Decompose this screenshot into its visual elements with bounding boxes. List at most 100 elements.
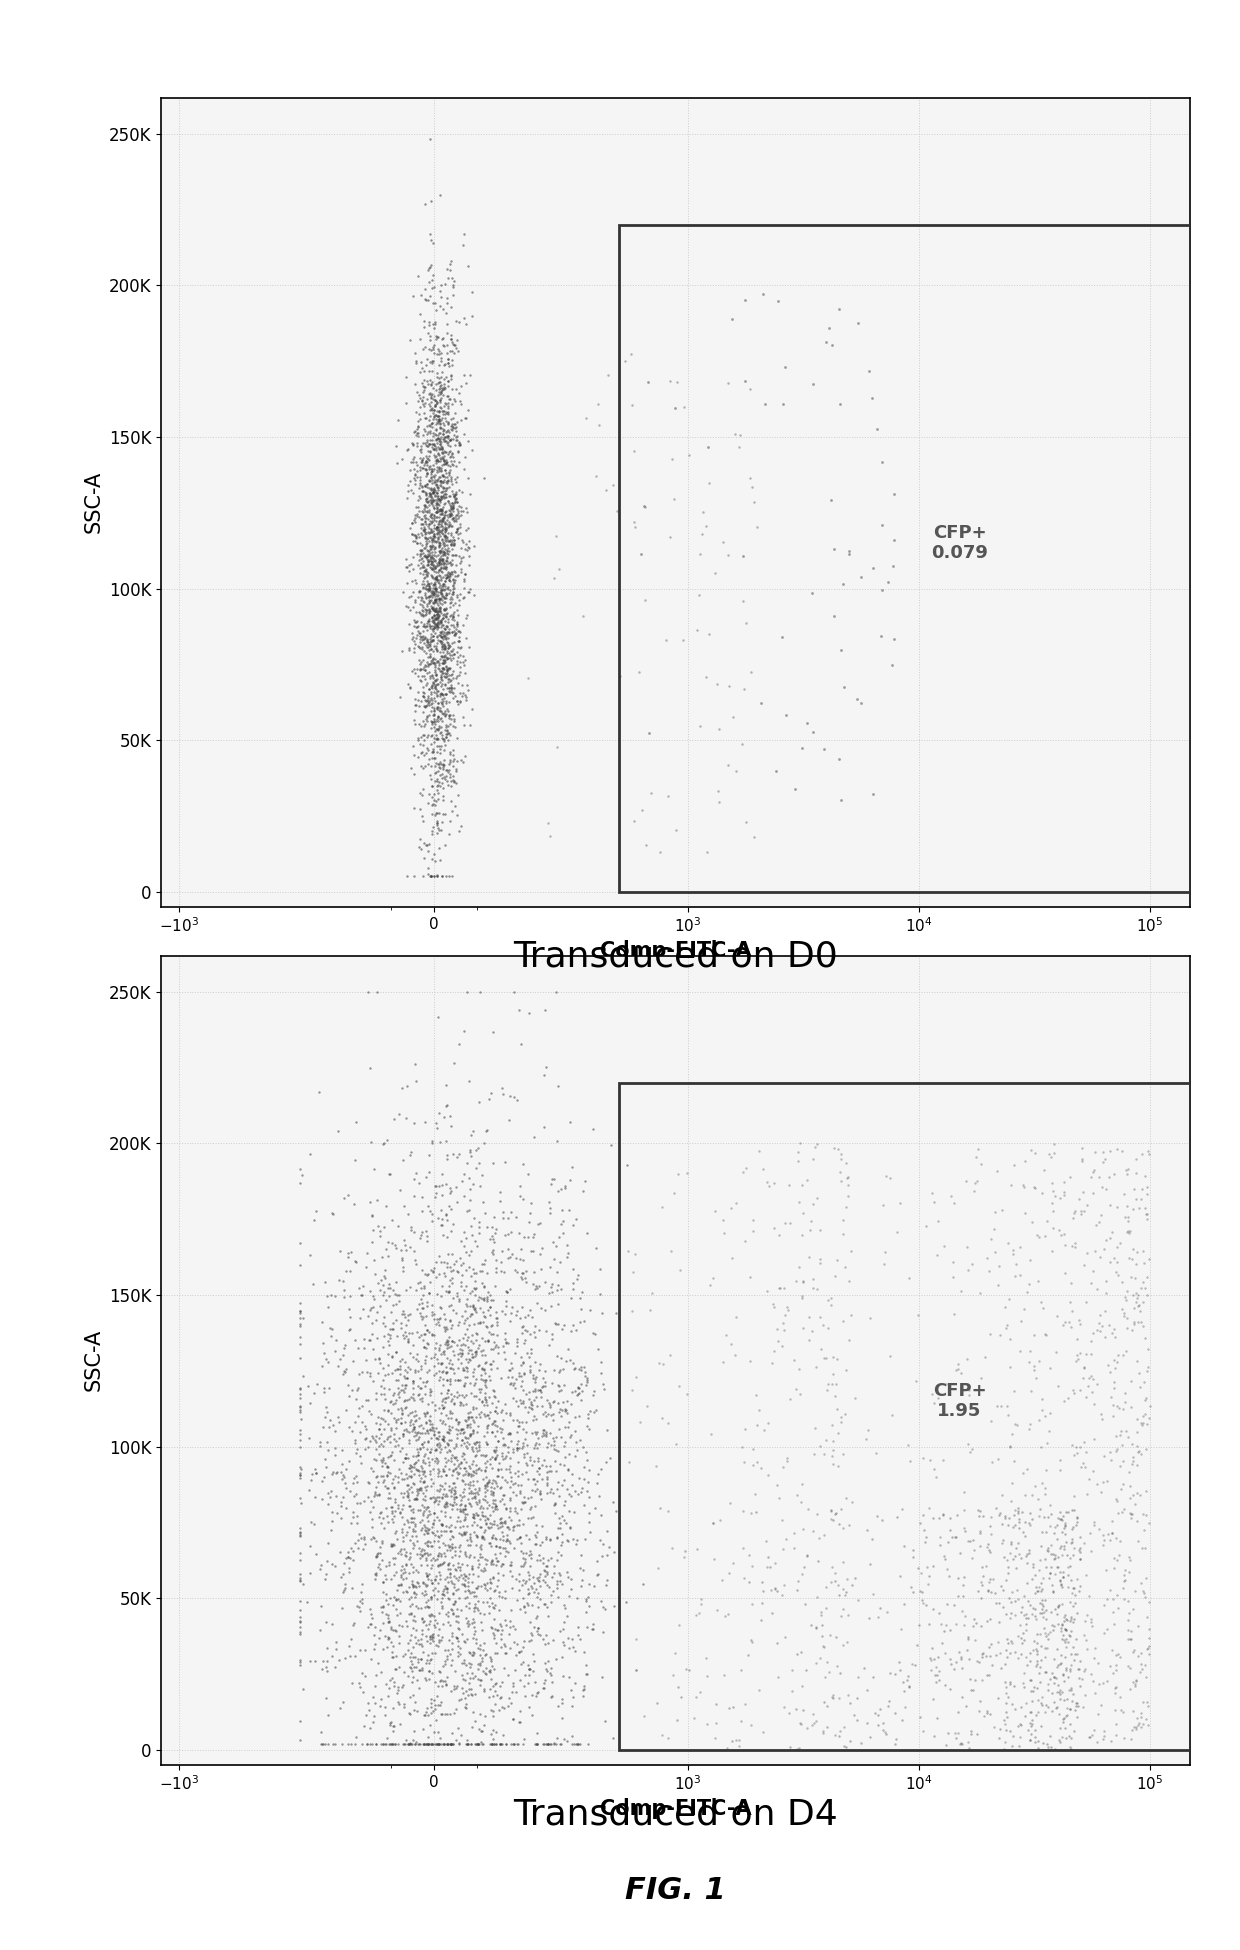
Point [361,1609,381,1640]
Point [410,1474,430,1505]
Point [759,1540,779,1572]
Point [467,1585,487,1617]
Point [441,528,461,560]
Point [397,552,417,583]
Point [418,255,438,287]
Point [391,1708,410,1739]
Point [543,1478,563,1509]
Point [754,1576,774,1607]
Point [434,1336,454,1367]
Point [1060,1650,1080,1681]
Point [709,714,729,745]
Point [424,669,444,700]
Point [1048,1371,1068,1402]
Point [500,1613,520,1644]
Point [467,1728,487,1759]
Point [384,1560,404,1591]
Point [418,458,438,489]
Point [998,1628,1018,1659]
Point [1025,1470,1045,1502]
Point [417,566,436,597]
Point [1032,1687,1052,1718]
Point [438,655,458,686]
Point [429,493,449,525]
Point [419,1388,439,1420]
Point [342,1667,362,1698]
Point [990,1498,1009,1529]
Point [1066,1431,1086,1462]
Point [1069,1576,1089,1607]
Point [455,1289,475,1320]
Point [428,817,448,848]
Point [482,1492,502,1523]
Point [430,392,450,423]
Point [424,1256,444,1287]
Point [1064,1439,1084,1470]
Point [484,1285,503,1316]
Point [467,1285,487,1316]
Point [1014,1505,1034,1537]
Point [910,1576,930,1607]
Point [460,1135,480,1166]
Point [403,620,423,651]
Point [546,1306,565,1338]
Point [413,616,433,647]
Point [386,1583,405,1615]
Point [775,1570,795,1601]
Point [427,807,446,838]
Point [1022,1710,1042,1741]
Point [394,1225,414,1256]
Point [290,1390,310,1422]
Point [595,1704,615,1736]
Point [432,482,451,513]
Point [427,585,446,616]
Point [512,1258,532,1289]
Point [1136,1160,1156,1191]
Point [532,1390,552,1422]
Point [453,1351,472,1383]
Point [422,458,441,489]
Point [322,1314,342,1346]
Point [480,1223,500,1254]
Point [1055,1517,1075,1548]
Point [373,1461,393,1492]
Point [410,454,430,486]
Point [435,1303,455,1334]
Point [433,688,453,720]
Point [414,374,434,406]
Point [339,1540,358,1572]
Point [339,1180,358,1211]
Point [455,402,475,433]
Point [1030,1644,1050,1675]
Point [1137,1262,1157,1293]
Point [420,640,440,671]
Point [1100,1525,1120,1556]
Point [448,684,467,716]
Point [438,421,458,452]
Point [1075,1427,1095,1459]
Point [388,1466,408,1498]
Point [491,1455,511,1486]
Point [418,567,438,599]
Point [432,575,451,606]
Point [422,1620,441,1652]
Point [418,1728,438,1759]
Point [425,552,445,583]
Point [1092,1466,1112,1498]
Point [583,1318,603,1349]
Point [404,688,424,720]
Point [491,1246,511,1277]
Point [541,1168,560,1199]
Point [477,1211,497,1242]
Point [429,1455,449,1486]
Point [332,1435,352,1466]
Point [461,1141,481,1172]
Point [455,1560,475,1591]
Point [459,577,479,608]
Point [443,608,463,640]
Point [677,1156,697,1188]
Point [438,632,458,663]
Point [1054,1605,1074,1636]
Point [429,554,449,585]
Point [410,575,430,606]
